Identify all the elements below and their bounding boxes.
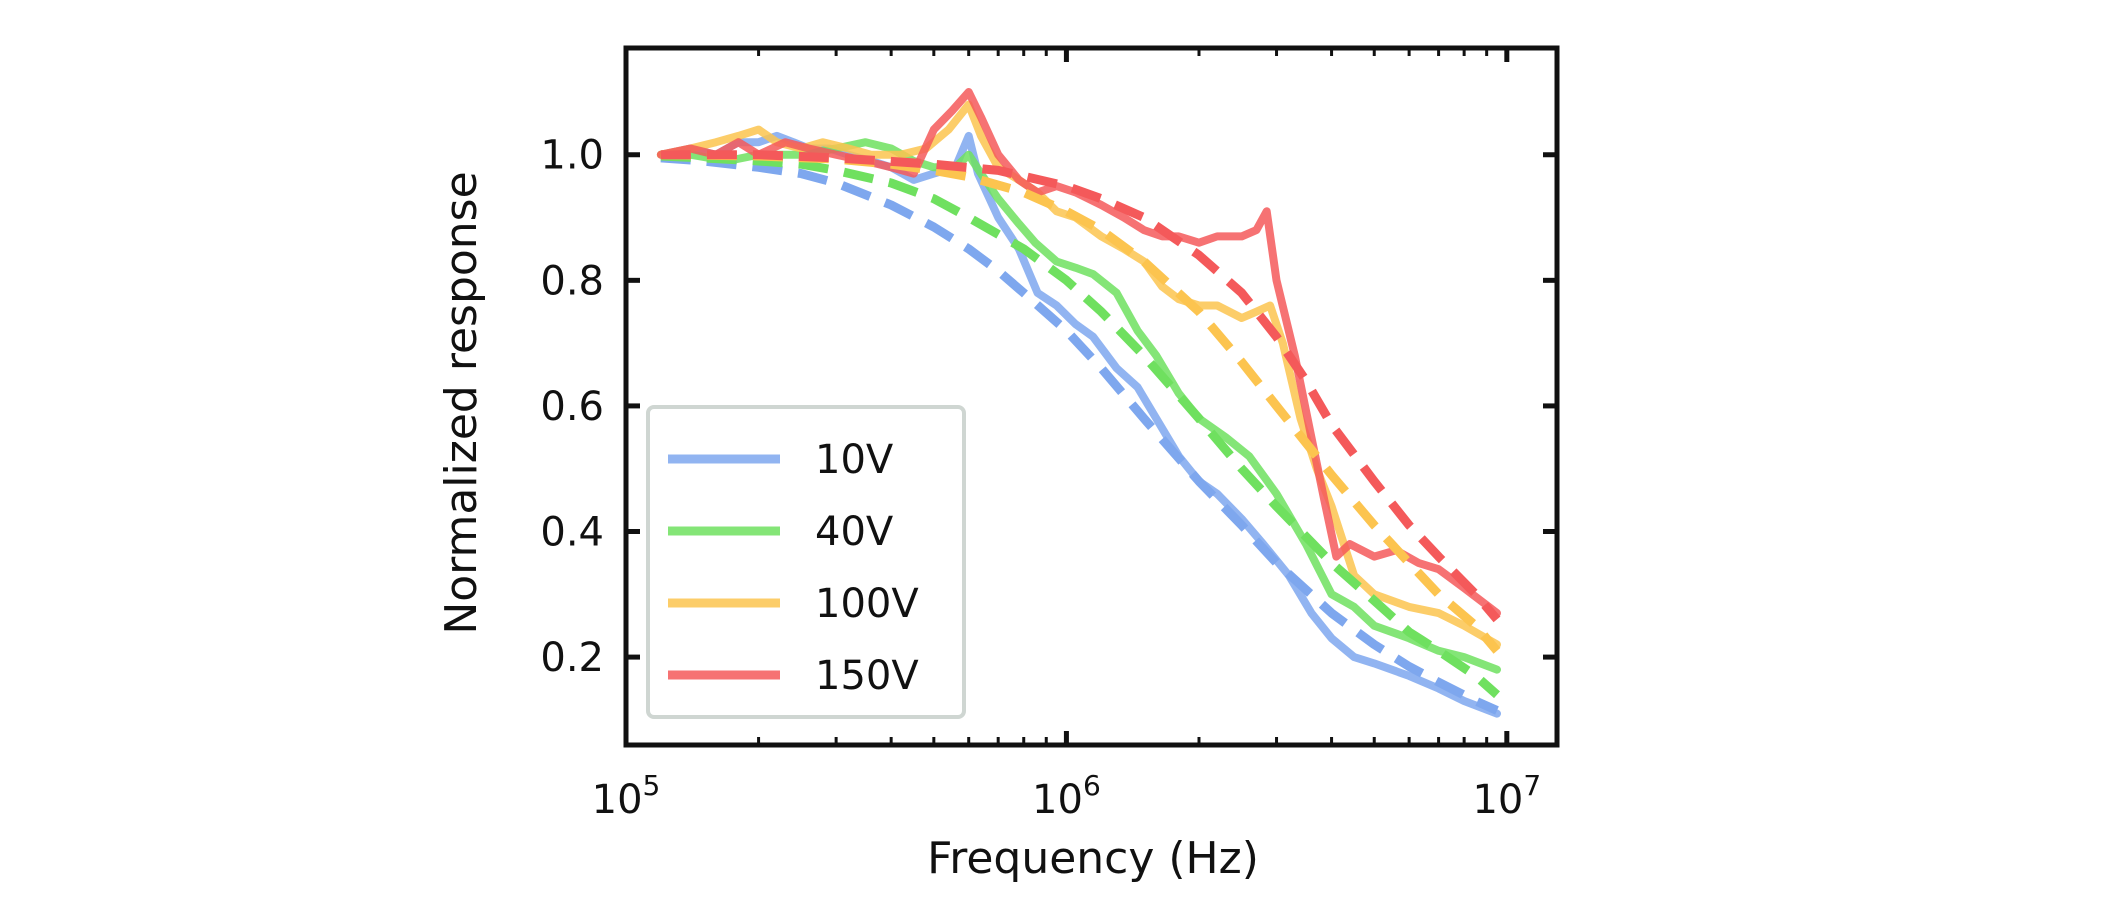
y-tick-label: 1.0 bbox=[540, 133, 604, 179]
plot-frame bbox=[623, 45, 1560, 748]
series-40v-fit-line bbox=[660, 151, 1500, 699]
tick-layer: 0.2 0.4 0.6 0.8 1.0 105 106 107 bbox=[540, 48, 1557, 823]
x-tick-label: 107 bbox=[1472, 769, 1541, 823]
series-40v-measured-line bbox=[656, 138, 1501, 674]
legend-label-150v: 150V bbox=[815, 653, 919, 699]
legend-box bbox=[646, 405, 966, 719]
legend: 10V 40V 100V 150V bbox=[646, 405, 966, 719]
series-10v-fit-line bbox=[660, 153, 1499, 715]
x-axis-label: Frequency (Hz) bbox=[927, 833, 1259, 884]
y-axis-label: Normalized response bbox=[436, 171, 487, 634]
series-150v-fit-line bbox=[660, 150, 1501, 623]
series-150v-measured-line bbox=[656, 88, 1501, 618]
y-tick-label: 0.6 bbox=[540, 384, 604, 430]
legend-label-100v: 100V bbox=[815, 581, 919, 627]
series-layer bbox=[656, 88, 1501, 718]
legend-label-40v: 40V bbox=[815, 509, 894, 555]
y-tick-label: 0.4 bbox=[540, 510, 604, 556]
x-tick-label: 105 bbox=[592, 769, 661, 823]
x-tick-label: 106 bbox=[1032, 769, 1101, 823]
y-tick-label: 0.8 bbox=[540, 258, 604, 304]
y-tick-label: 0.2 bbox=[540, 635, 604, 681]
legend-label-10v: 10V bbox=[815, 437, 894, 483]
